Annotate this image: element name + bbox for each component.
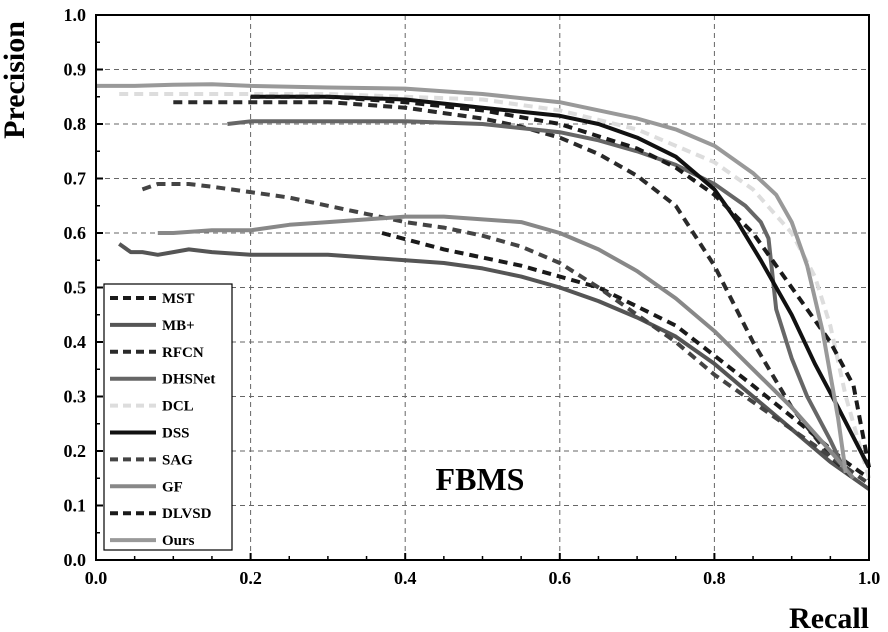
y-tick-label: 0.1 [64,496,87,516]
dataset-annotation: FBMS [436,461,525,497]
legend-label-ours: Ours [162,533,195,549]
y-tick-label: 0.8 [64,114,87,134]
legend-label-dhsnet: DHSNet [162,372,215,388]
series-line-mst [381,231,871,480]
y-tick-label: 0.3 [64,387,87,407]
x-tick-labels: 0.0 0.2 0.4 0.6 0.8 1.0 [85,568,881,588]
y-tick-label: 0.4 [64,332,87,352]
legend-label-mb-: MB+ [162,318,195,334]
x-tick-label: 0.6 [549,568,572,588]
y-tick-label: 1.0 [64,5,87,25]
x-tick-label: 0.8 [703,568,726,588]
y-axis-title: Precision [0,21,31,139]
x-tick-label: 0.2 [239,568,262,588]
legend-box [103,283,233,551]
series-line-mb- [118,242,871,491]
y-tick-label: 0.6 [64,223,87,243]
y-tick-labels: 0.0 0.1 0.2 0.3 0.4 0.5 0.6 0.7 0.8 0.9 1.0 [64,5,87,570]
x-tick-label: 1.0 [858,568,881,588]
series-line-dlvsd [250,94,871,468]
series-line-gf [157,214,856,480]
y-tick-label: 0.9 [64,60,87,80]
legend-label-mst: MST [162,291,195,307]
legend-label-rfcn: RFCN [162,345,204,361]
legend-label-dlvsd: DLVSD [162,506,212,522]
y-tick-label: 0.2 [64,441,87,461]
y-tick-label: 0.0 [64,550,87,570]
axis-ticks [95,14,870,561]
y-tick-label: 0.5 [64,278,87,298]
x-tick-label: 0.4 [394,568,417,588]
legend-label-dss: DSS [162,426,190,442]
series-line-ours [96,82,848,474]
legend: MST MB+ RFCN DHSNet DCL DSS SAG GF DLVSD Ours [103,283,233,551]
x-axis-title: Recall [789,602,869,632]
series-line-dcl [119,92,871,479]
legend-label-sag: SAG [162,452,193,468]
x-tick-label: 0.0 [85,568,108,588]
legend-label-dcl: DCL [162,399,194,415]
series-line-dss [250,94,871,469]
series-layer [96,82,871,491]
y-tick-label: 0.7 [64,169,87,189]
legend-label-gf: GF [162,479,183,495]
